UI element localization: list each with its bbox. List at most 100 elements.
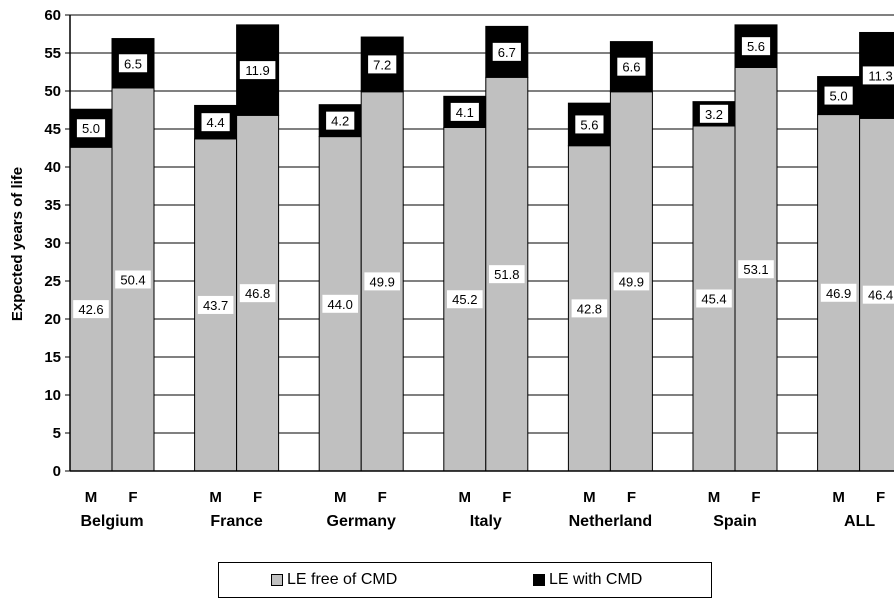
data-label-with: 11.9	[245, 63, 269, 78]
legend-swatch-free	[271, 574, 283, 586]
data-label-free: 49.9	[370, 274, 395, 289]
data-label-box	[326, 111, 355, 130]
x-tick-label-group: Italy	[470, 513, 502, 530]
y-tick-label: 20	[44, 311, 61, 328]
y-tick-label: 30	[44, 235, 61, 252]
y-tick-label: 35	[44, 197, 61, 214]
data-label-box	[617, 57, 646, 76]
x-tick-label-sex: F	[128, 489, 137, 506]
x-tick-label-sex: F	[627, 489, 636, 506]
data-label-with: 6.7	[498, 45, 516, 60]
data-label-free: 53.1	[743, 262, 768, 277]
data-label-box	[613, 272, 650, 291]
data-label-box	[239, 284, 276, 303]
data-label-box	[450, 102, 479, 121]
x-tick-label-sex: M	[459, 489, 472, 506]
data-label-free: 45.2	[452, 292, 477, 307]
data-labels: 42.6 5.0 50.4 6.5 43.7 4.4 46.8 11.9 44.0 4.2 49.9…	[73, 37, 894, 319]
data-label-free: 42.6	[78, 302, 103, 317]
data-label-free: 46.8	[245, 286, 270, 301]
data-label-box	[571, 299, 608, 318]
data-label-box	[447, 290, 483, 309]
data-label-with: 5.6	[580, 117, 598, 132]
y-axis-label: Expected years of life	[9, 167, 26, 321]
data-label-free: 45.4	[701, 291, 726, 306]
data-label-free: 44.0	[328, 297, 353, 312]
x-tick-label-sex: F	[378, 489, 387, 506]
x-tick-label-group: France	[210, 513, 263, 530]
data-label-box	[322, 294, 358, 313]
data-label-box	[489, 265, 525, 284]
x-tick-label-sex: M	[708, 489, 721, 506]
x-tick-label-sex: M	[334, 489, 347, 506]
legend-label-free: LE free of CMD	[287, 571, 398, 588]
data-label-with: 4.1	[456, 105, 474, 120]
data-label-with: 5.0	[82, 121, 100, 136]
data-label-box	[364, 272, 400, 291]
data-label-box	[368, 55, 397, 74]
data-label-box	[115, 270, 151, 289]
data-label-box	[575, 115, 604, 134]
data-label-free: 51.8	[494, 267, 519, 282]
legend-item-with: LE with CMD	[533, 563, 642, 597]
data-label-box	[197, 295, 234, 314]
data-label-box	[696, 289, 732, 308]
data-label-box	[201, 113, 230, 132]
data-label-with: 4.2	[331, 114, 349, 129]
x-tick-label-sex: M	[209, 489, 222, 506]
x-tick-label-group: ALL	[844, 513, 875, 530]
data-label-with: 5.0	[830, 89, 848, 104]
y-tick-label: 25	[44, 273, 61, 290]
data-label-box	[862, 285, 894, 304]
x-tick-label-group: Germany	[327, 513, 396, 530]
data-label-with: 7.2	[373, 57, 391, 72]
data-label-box	[741, 37, 771, 56]
x-tick-label-sex: M	[85, 489, 98, 506]
x-tick-label-sex: M	[832, 489, 845, 506]
data-label-with: 6.5	[124, 56, 142, 71]
bars	[69, 24, 894, 472]
data-label-box	[699, 104, 729, 123]
data-label-box	[738, 260, 774, 279]
data-label-free: 46.4	[868, 288, 893, 303]
data-label-box	[73, 300, 109, 319]
y-tick-label: 40	[44, 159, 61, 176]
data-label-box	[492, 42, 521, 61]
y-tick-label: 45	[44, 121, 61, 138]
x-tick-label-sex: F	[876, 489, 885, 506]
data-label-free: 50.4	[120, 272, 145, 287]
data-label-box	[76, 119, 106, 138]
data-label-box	[820, 283, 857, 302]
x-tick-label-sex: F	[502, 489, 511, 506]
y-tick-label: 60	[44, 7, 61, 24]
x-tick-label-group: Belgium	[80, 513, 143, 530]
data-label-with: 5.6	[747, 39, 765, 54]
y-tick-label: 0	[53, 463, 61, 480]
y-tick-label: 55	[44, 45, 61, 62]
x-tick-label-sex: F	[253, 489, 262, 506]
y-tick-label: 5	[53, 425, 61, 442]
data-label-with: 11.3	[868, 68, 892, 83]
x-tick-label-sex: F	[751, 489, 760, 506]
data-label-free: 42.8	[577, 301, 602, 316]
data-label-with: 6.6	[622, 60, 640, 75]
data-label-with: 3.2	[705, 107, 723, 122]
y-tick-label: 50	[44, 83, 61, 100]
y-tick-label: 10	[44, 387, 61, 404]
data-label-free: 49.9	[619, 274, 644, 289]
x-tick-label-sex: M	[583, 489, 596, 506]
legend: LE free of CMD LE with CMD	[218, 562, 712, 598]
data-label-free: 43.7	[203, 298, 228, 313]
legend-label-with: LE with CMD	[549, 571, 643, 588]
data-label-free: 46.9	[826, 286, 851, 301]
legend-swatch-with	[533, 574, 545, 586]
data-label-box	[118, 54, 148, 73]
data-label-with: 4.4	[207, 115, 225, 130]
x-tick-label-group: Netherland	[569, 513, 653, 530]
data-label-box	[862, 66, 894, 85]
y-tick-label: 15	[44, 349, 61, 366]
data-label-box	[824, 86, 853, 105]
data-label-box	[239, 61, 276, 80]
